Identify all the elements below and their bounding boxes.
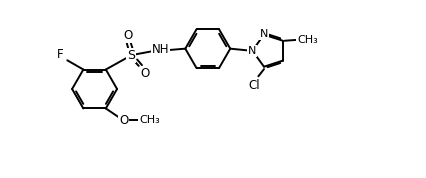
Text: NH: NH: [152, 43, 169, 56]
Text: Cl: Cl: [248, 79, 260, 92]
Text: S: S: [127, 49, 135, 62]
Text: N: N: [248, 46, 256, 56]
Text: O: O: [119, 114, 129, 127]
Text: O: O: [141, 67, 150, 80]
Text: CH₃: CH₃: [139, 115, 160, 125]
Text: F: F: [57, 48, 64, 61]
Text: N: N: [260, 29, 268, 39]
Text: O: O: [124, 29, 133, 42]
Text: CH₃: CH₃: [297, 35, 318, 45]
